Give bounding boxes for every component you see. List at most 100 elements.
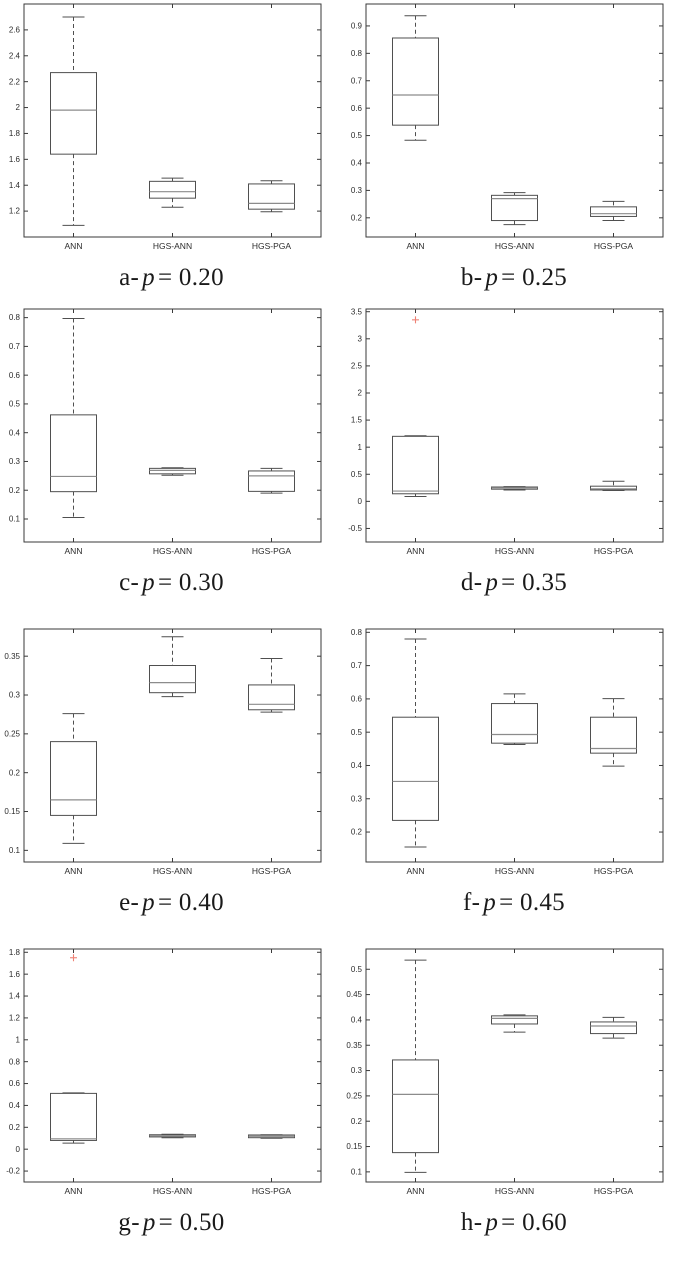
svg-text:HGS-PGA: HGS-PGA <box>594 546 634 556</box>
caption-variable: p <box>485 569 499 596</box>
svg-text:0.25: 0.25 <box>4 729 20 738</box>
svg-text:HGS-ANN: HGS-ANN <box>495 546 534 556</box>
svg-text:HGS-PGA: HGS-PGA <box>251 546 291 556</box>
caption-prefix: c- <box>119 569 140 596</box>
svg-text:0.3: 0.3 <box>351 794 363 803</box>
caption-variable: p <box>485 1209 499 1236</box>
caption-value: = 0.25 <box>501 264 568 291</box>
svg-text:HGS-PGA: HGS-PGA <box>594 866 634 876</box>
panel-g: -0.2 0 0.2 0.4 0.6 0.8 1 1.2 1.4 1.6 1.8 ANN HGS-ANN… <box>0 945 343 1265</box>
caption-variable: p <box>142 1209 156 1236</box>
boxplot-c: 0.1 0.2 0.3 0.4 0.5 0.6 0.7 0.8 ANN HGS-ANN HGS-PG… <box>8 308 321 556</box>
svg-text:0: 0 <box>15 1145 20 1154</box>
caption-variable: p <box>142 889 155 916</box>
svg-text:2.2: 2.2 <box>8 77 20 86</box>
svg-text:1.8: 1.8 <box>8 948 20 957</box>
svg-text:0.2: 0.2 <box>8 486 20 495</box>
svg-text:0.8: 0.8 <box>8 1057 20 1066</box>
caption-prefix: b- <box>460 264 483 291</box>
caption-variable: p <box>142 569 155 596</box>
caption-value: = 0.30 <box>157 569 224 596</box>
svg-text:-0.2: -0.2 <box>6 1167 20 1176</box>
svg-text:ANN: ANN <box>64 241 82 251</box>
svg-text:HGS-ANN: HGS-ANN <box>152 241 191 251</box>
panel-d-caption: d-p = 0.35 <box>461 569 567 597</box>
panel-f: 0.2 0.3 0.4 0.5 0.6 0.7 0.8 ANN HGS-ANN HGS-PGA f… <box>343 625 685 945</box>
svg-text:1.2: 1.2 <box>8 1014 20 1023</box>
svg-text:0.4: 0.4 <box>351 761 363 770</box>
svg-text:HGS-PGA: HGS-PGA <box>251 1186 291 1196</box>
svg-text:HGS-ANN: HGS-ANN <box>495 1186 534 1196</box>
svg-text:0.25: 0.25 <box>346 1091 362 1100</box>
svg-text:HGS-ANN: HGS-ANN <box>152 546 191 556</box>
svg-text:2.5: 2.5 <box>351 361 363 370</box>
svg-text:0.9: 0.9 <box>351 22 363 31</box>
caption-value: = 0.45 <box>499 889 565 916</box>
svg-text:0.6: 0.6 <box>351 104 363 113</box>
svg-text:0.2: 0.2 <box>351 213 363 222</box>
svg-text:0.1: 0.1 <box>8 515 20 524</box>
svg-text:0.5: 0.5 <box>351 470 363 479</box>
svg-text:2: 2 <box>15 103 20 112</box>
svg-text:1.4: 1.4 <box>8 992 20 1001</box>
svg-text:1.8: 1.8 <box>8 129 20 138</box>
boxplot-b: 0.2 0.3 0.4 0.5 0.6 0.7 0.8 0.9 ANN HGS-ANN HGS-PG… <box>351 3 664 251</box>
boxplot-a: 1.2 1.4 1.6 1.8 2 2.2 2.4 2.6 ANN HGS-ANN HGS-PGA <box>8 3 321 251</box>
svg-text:0.3: 0.3 <box>351 186 363 195</box>
caption-value: = 0.20 <box>157 264 224 291</box>
svg-text:0.45: 0.45 <box>346 990 362 999</box>
boxplot-e: 0.1 0.15 0.2 0.25 0.3 0.35 ANN HGS-ANN HGS-PGA <box>4 628 321 876</box>
svg-text:ANN: ANN <box>407 866 425 876</box>
svg-text:1: 1 <box>358 443 363 452</box>
panel-e: 0.1 0.15 0.2 0.25 0.3 0.35 ANN HGS-ANN HGS-PGA e… <box>0 625 343 945</box>
svg-text:0.3: 0.3 <box>8 457 20 466</box>
svg-text:HGS-PGA: HGS-PGA <box>251 866 291 876</box>
svg-text:0.4: 0.4 <box>351 159 363 168</box>
svg-text:0.4: 0.4 <box>351 1016 363 1025</box>
caption-prefix: f- <box>463 889 481 916</box>
svg-text:0.2: 0.2 <box>8 1123 20 1132</box>
caption-variable: p <box>142 264 155 291</box>
svg-text:3: 3 <box>358 334 363 343</box>
panel-a-caption: a-p = 0.20 <box>119 264 224 292</box>
svg-text:ANN: ANN <box>64 546 82 556</box>
svg-text:0.5: 0.5 <box>351 728 363 737</box>
panel-g-caption: g-p = 0.50 <box>118 1209 224 1237</box>
caption-variable: p <box>483 889 497 916</box>
svg-text:0.8: 0.8 <box>351 49 363 58</box>
svg-text:1.2: 1.2 <box>8 207 20 216</box>
panel-d: -0.5 0 0.5 1 1.5 2 2.5 3 3.5 ANN HGS-ANN HGS-PGA d-… <box>343 305 685 625</box>
svg-text:HGS-ANN: HGS-ANN <box>152 1186 191 1196</box>
caption-value: = 0.35 <box>501 569 568 596</box>
boxplot-h: 0.1 0.15 0.2 0.25 0.3 0.35 0.4 0.45 0.5 ANN HGS-AN… <box>346 948 664 1196</box>
panel-h: 0.1 0.15 0.2 0.25 0.3 0.35 0.4 0.45 0.5 ANN HGS-AN… <box>343 945 685 1265</box>
caption-prefix: e- <box>119 889 140 916</box>
caption-variable: p <box>485 264 499 291</box>
svg-text:0.2: 0.2 <box>351 828 363 837</box>
svg-text:ANN: ANN <box>64 1186 82 1196</box>
svg-text:HGS-ANN: HGS-ANN <box>495 241 534 251</box>
svg-text:HGS-PGA: HGS-PGA <box>251 241 291 251</box>
boxplot-d: -0.5 0 0.5 1 1.5 2 2.5 3 3.5 ANN HGS-ANN HGS-PGA <box>348 307 664 556</box>
svg-text:0.35: 0.35 <box>4 652 20 661</box>
svg-text:0.15: 0.15 <box>4 807 20 816</box>
svg-text:0.6: 0.6 <box>8 1079 20 1088</box>
svg-text:0.1: 0.1 <box>8 846 20 855</box>
svg-text:HGS-PGA: HGS-PGA <box>594 241 634 251</box>
svg-text:0.8: 0.8 <box>351 628 363 637</box>
svg-text:0.7: 0.7 <box>351 76 363 85</box>
svg-text:0.5: 0.5 <box>8 400 20 409</box>
svg-text:0.2: 0.2 <box>8 768 20 777</box>
svg-text:HGS-PGA: HGS-PGA <box>594 1186 634 1196</box>
svg-text:0: 0 <box>358 497 363 506</box>
svg-text:1.4: 1.4 <box>8 181 20 190</box>
svg-text:ANN: ANN <box>64 866 82 876</box>
panel-c-caption: c-p = 0.30 <box>119 569 224 597</box>
svg-text:ANN: ANN <box>407 241 425 251</box>
caption-value: = 0.60 <box>501 1209 568 1236</box>
svg-text:0.5: 0.5 <box>351 965 363 974</box>
panel-b: 0.2 0.3 0.4 0.5 0.6 0.7 0.8 0.9 ANN HGS-ANN HGS-PG… <box>343 0 685 305</box>
panel-b-caption: b-p = 0.25 <box>461 264 567 292</box>
svg-text:0.1: 0.1 <box>351 1167 363 1176</box>
